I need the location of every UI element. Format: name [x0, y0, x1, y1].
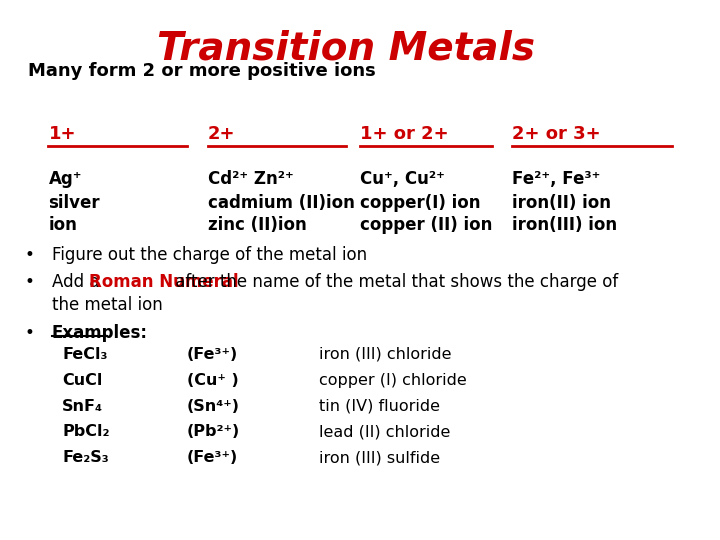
Text: 2+ or 3+: 2+ or 3+ [513, 125, 601, 143]
Text: Cd²⁺ Zn²⁺: Cd²⁺ Zn²⁺ [208, 170, 294, 188]
Text: zinc (II)ion: zinc (II)ion [208, 216, 307, 234]
Text: iron (III) sulfide: iron (III) sulfide [318, 450, 440, 465]
Text: Many form 2 or more positive ions: Many form 2 or more positive ions [27, 62, 375, 80]
Text: •: • [24, 246, 34, 264]
Text: tin (IV) fluoride: tin (IV) fluoride [318, 399, 439, 414]
Text: (Pb²⁺): (Pb²⁺) [187, 424, 240, 440]
Text: FeCl₃: FeCl₃ [63, 347, 108, 362]
Text: Roman Numeral: Roman Numeral [89, 273, 239, 291]
Text: SnF₄: SnF₄ [63, 399, 104, 414]
Text: •: • [24, 324, 34, 342]
Text: (Fe³⁺): (Fe³⁺) [187, 347, 238, 362]
Text: copper (II) ion: copper (II) ion [360, 216, 492, 234]
Text: 1+ or 2+: 1+ or 2+ [360, 125, 449, 143]
Text: copper (I) chloride: copper (I) chloride [318, 373, 467, 388]
Text: Fe²⁺, Fe³⁺: Fe²⁺, Fe³⁺ [513, 170, 600, 188]
Text: 2+: 2+ [208, 125, 235, 143]
Text: Cu⁺, Cu²⁺: Cu⁺, Cu²⁺ [360, 170, 445, 188]
Text: (Sn⁴⁺): (Sn⁴⁺) [187, 399, 240, 414]
Text: (Fe³⁺): (Fe³⁺) [187, 450, 238, 465]
Text: Transition Metals: Transition Metals [157, 30, 535, 68]
Text: •: • [24, 273, 34, 291]
Text: Add a: Add a [52, 273, 104, 291]
Text: lead (II) chloride: lead (II) chloride [318, 424, 450, 440]
Text: after the name of the metal that shows the charge of: after the name of the metal that shows t… [171, 273, 618, 291]
Text: Ag⁺: Ag⁺ [48, 170, 82, 188]
Text: Examples:: Examples: [52, 324, 148, 342]
Text: Fe₂S₃: Fe₂S₃ [63, 450, 109, 465]
Text: copper(I) ion: copper(I) ion [360, 194, 480, 212]
Text: 1+: 1+ [48, 125, 76, 143]
Text: silver: silver [48, 194, 100, 212]
Text: Figure out the charge of the metal ion: Figure out the charge of the metal ion [52, 246, 367, 264]
Text: ion: ion [48, 216, 77, 234]
Text: iron(III) ion: iron(III) ion [513, 216, 618, 234]
Text: cadmium (II)ion: cadmium (II)ion [208, 194, 355, 212]
Text: iron(II) ion: iron(II) ion [513, 194, 611, 212]
Text: (Cu⁺ ): (Cu⁺ ) [187, 373, 239, 388]
Text: CuCl: CuCl [63, 373, 103, 388]
Text: PbCl₂: PbCl₂ [63, 424, 110, 440]
Text: iron (III) chloride: iron (III) chloride [318, 347, 451, 362]
Text: the metal ion: the metal ion [52, 296, 163, 314]
